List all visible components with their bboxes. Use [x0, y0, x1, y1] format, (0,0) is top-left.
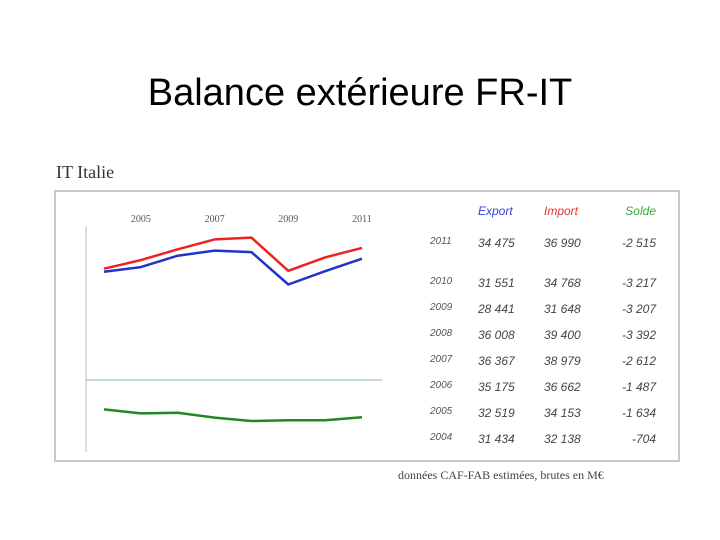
row-year: 2011: [430, 236, 452, 247]
slide-title: Balance extérieure FR-IT: [147, 72, 573, 114]
table-row: 2008 36 008 39 400 -3 392: [426, 328, 666, 344]
series-lines: [103, 236, 363, 423]
row-solde: -1 634: [621, 406, 656, 420]
header-solde: Solde: [625, 204, 656, 218]
x-tick-label: 2011: [352, 214, 372, 225]
line-chart: 2005 2007 2009 2011: [85, 214, 382, 452]
table-row: 2006 35 175 36 662 -1 487: [426, 380, 666, 396]
row-year: 2006: [430, 380, 453, 391]
row-solde: -3 207: [621, 302, 656, 316]
series-line-import: [103, 236, 363, 273]
table-row: 2010 31 551 34 768 -3 217: [426, 276, 666, 292]
row-export: 28 441: [478, 302, 515, 316]
row-year: 2007: [430, 354, 453, 365]
header-import: Import: [544, 204, 579, 218]
table-row: 2011 34 475 36 990 -2 515: [426, 236, 666, 252]
row-export: 36 367: [478, 354, 515, 368]
row-solde: -2 515: [621, 236, 656, 250]
row-import: 34 768: [544, 276, 581, 290]
source-caption: données CAF-FAB estimées, brutes en M€: [398, 468, 604, 482]
row-year: 2010: [430, 276, 453, 287]
row-solde: -3 392: [621, 328, 656, 342]
table-row: 2004 31 434 32 138 -704: [426, 432, 666, 448]
x-tick-label: 2005: [131, 214, 151, 225]
row-solde: -3 217: [621, 276, 656, 290]
row-year: 2005: [430, 406, 453, 417]
row-year: 2009: [430, 302, 453, 313]
row-solde: -1 487: [621, 380, 656, 394]
header-export: Export: [478, 204, 513, 218]
row-import: 39 400: [544, 328, 581, 342]
figure-title: IT Italie: [56, 162, 115, 182]
row-export: 35 175: [478, 380, 515, 394]
x-tick-labels: 2005 2007 2009 2011: [131, 214, 372, 225]
x-tick-label: 2009: [278, 214, 298, 225]
series-line-solde: [103, 408, 363, 423]
series-line-export: [103, 249, 363, 286]
table-header-row: Export Import Solde: [426, 204, 666, 220]
figure-frame: [54, 190, 680, 462]
row-export: 31 551: [478, 276, 515, 290]
row-export: 31 434: [478, 432, 515, 446]
row-year: 2008: [430, 328, 453, 339]
table-row: 2005 32 519 34 153 -1 634: [426, 406, 666, 422]
x-tick-label: 2007: [205, 214, 225, 225]
row-import: 36 662: [544, 380, 581, 394]
row-import: 34 153: [544, 406, 581, 420]
row-solde: -704: [631, 432, 656, 446]
row-year: 2004: [430, 432, 453, 443]
row-export: 34 475: [478, 236, 515, 250]
row-import: 38 979: [544, 354, 581, 368]
row-import: 32 138: [544, 432, 581, 446]
row-import: 36 990: [544, 236, 581, 250]
row-export: 36 008: [478, 328, 515, 342]
row-import: 31 648: [544, 302, 581, 316]
row-solde: -2 612: [621, 354, 656, 368]
table-row: 2009 28 441 31 648 -3 207: [426, 302, 666, 318]
table-row: 2007 36 367 38 979 -2 612: [426, 354, 666, 370]
row-export: 32 519: [478, 406, 515, 420]
